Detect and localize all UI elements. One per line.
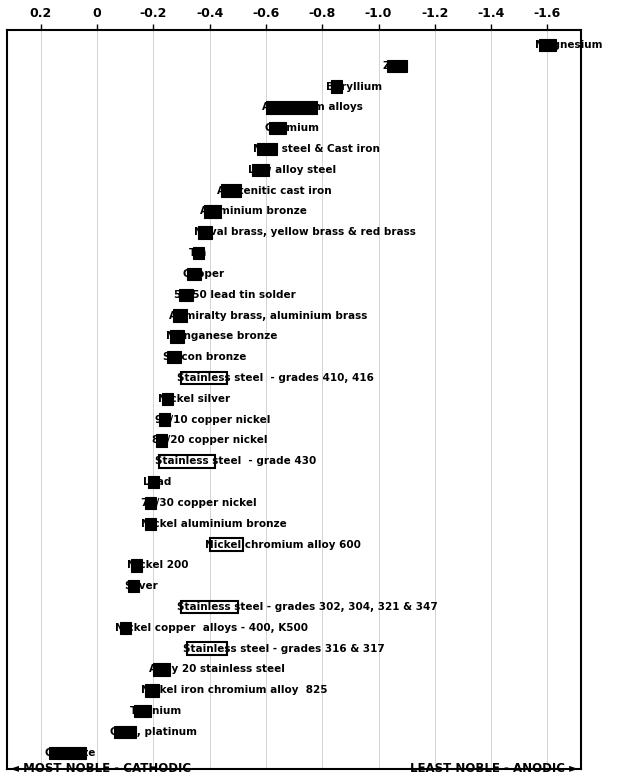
Bar — [154, 663, 170, 676]
Bar — [187, 643, 226, 655]
Bar — [49, 747, 86, 759]
Text: Silicon bronze: Silicon bronze — [163, 352, 247, 362]
Bar — [159, 414, 170, 426]
Bar — [131, 559, 142, 572]
Text: Nickel 200: Nickel 200 — [126, 561, 188, 570]
Text: Zinc: Zinc — [383, 61, 408, 70]
Bar — [539, 38, 556, 51]
Bar — [170, 330, 184, 343]
Bar — [167, 351, 181, 364]
Text: Copper: Copper — [183, 269, 225, 279]
Bar — [266, 101, 317, 113]
Bar — [145, 518, 156, 530]
Text: Cadmium: Cadmium — [265, 124, 320, 133]
Text: Manganese bronze: Manganese bronze — [166, 332, 278, 342]
Bar — [147, 476, 159, 489]
Text: Beryllium: Beryllium — [326, 81, 383, 91]
Bar — [128, 580, 139, 593]
Bar — [145, 497, 156, 509]
Bar — [387, 59, 407, 72]
Bar — [331, 81, 342, 93]
Bar — [173, 310, 187, 322]
Text: LEAST NOBLE - ANODIC ►: LEAST NOBLE - ANODIC ► — [410, 762, 578, 775]
Bar — [204, 205, 221, 217]
Text: Low alloy steel: Low alloy steel — [247, 165, 336, 175]
Text: Graphite: Graphite — [45, 748, 96, 758]
Bar — [120, 622, 131, 634]
Bar — [134, 705, 151, 717]
Text: Stainless steel  - grade 430: Stainless steel - grade 430 — [155, 456, 316, 466]
Bar — [187, 267, 201, 280]
Text: Titanium: Titanium — [130, 706, 181, 716]
Text: Mild steel & Cast iron: Mild steel & Cast iron — [253, 144, 380, 154]
Bar — [159, 455, 215, 468]
Text: Aluminium alloys: Aluminium alloys — [262, 102, 363, 113]
Bar — [252, 163, 269, 176]
Bar — [162, 393, 173, 405]
Text: Gold, platinum: Gold, platinum — [110, 727, 197, 737]
Text: Nickel silver: Nickel silver — [157, 394, 230, 404]
Text: Stainless steel - grades 302, 304, 321 & 347: Stainless steel - grades 302, 304, 321 &… — [177, 602, 438, 612]
Text: Naval brass, yellow brass & red brass: Naval brass, yellow brass & red brass — [194, 228, 416, 237]
Text: Lead: Lead — [144, 477, 172, 487]
Text: 50/50 lead tin solder: 50/50 lead tin solder — [175, 290, 296, 300]
Text: Nickel chromium alloy 600: Nickel chromium alloy 600 — [205, 540, 362, 550]
Text: Alloy 20 stainless steel: Alloy 20 stainless steel — [149, 665, 285, 675]
Bar — [145, 684, 159, 697]
Bar — [269, 122, 286, 135]
Text: Magnesium: Magnesium — [535, 40, 602, 50]
Bar — [210, 538, 244, 551]
Text: Tin: Tin — [189, 248, 207, 258]
Bar — [181, 601, 238, 613]
Text: Austenitic cast iron: Austenitic cast iron — [217, 185, 331, 196]
Text: Nickel iron chromium alloy  825: Nickel iron chromium alloy 825 — [141, 685, 327, 695]
Bar — [179, 289, 193, 301]
Text: Stainless steel - grades 316 & 317: Stainless steel - grades 316 & 317 — [183, 644, 384, 654]
Text: Stainless steel  - grades 410, 416: Stainless steel - grades 410, 416 — [177, 373, 374, 383]
Bar — [193, 247, 204, 260]
Bar — [181, 371, 226, 384]
Text: Nickel aluminium bronze: Nickel aluminium bronze — [141, 518, 286, 529]
Text: ◄ MOST NOBLE - CATHODIC: ◄ MOST NOBLE - CATHODIC — [10, 762, 191, 775]
Text: Admiralty brass, aluminium brass: Admiralty brass, aluminium brass — [169, 310, 367, 321]
Text: 80/20 copper nickel: 80/20 copper nickel — [152, 436, 267, 446]
Text: Silver: Silver — [124, 581, 157, 591]
Text: Nickel copper  alloys - 400, K500: Nickel copper alloys - 400, K500 — [115, 622, 308, 633]
Bar — [221, 185, 241, 197]
Text: Aluminium bronze: Aluminium bronze — [200, 206, 307, 217]
Text: 70/30 copper nickel: 70/30 copper nickel — [141, 498, 256, 508]
Bar — [199, 226, 212, 239]
Bar — [156, 434, 167, 447]
Bar — [257, 143, 277, 156]
Text: 90/10 copper nickel: 90/10 copper nickel — [155, 414, 270, 425]
Bar — [114, 726, 136, 738]
